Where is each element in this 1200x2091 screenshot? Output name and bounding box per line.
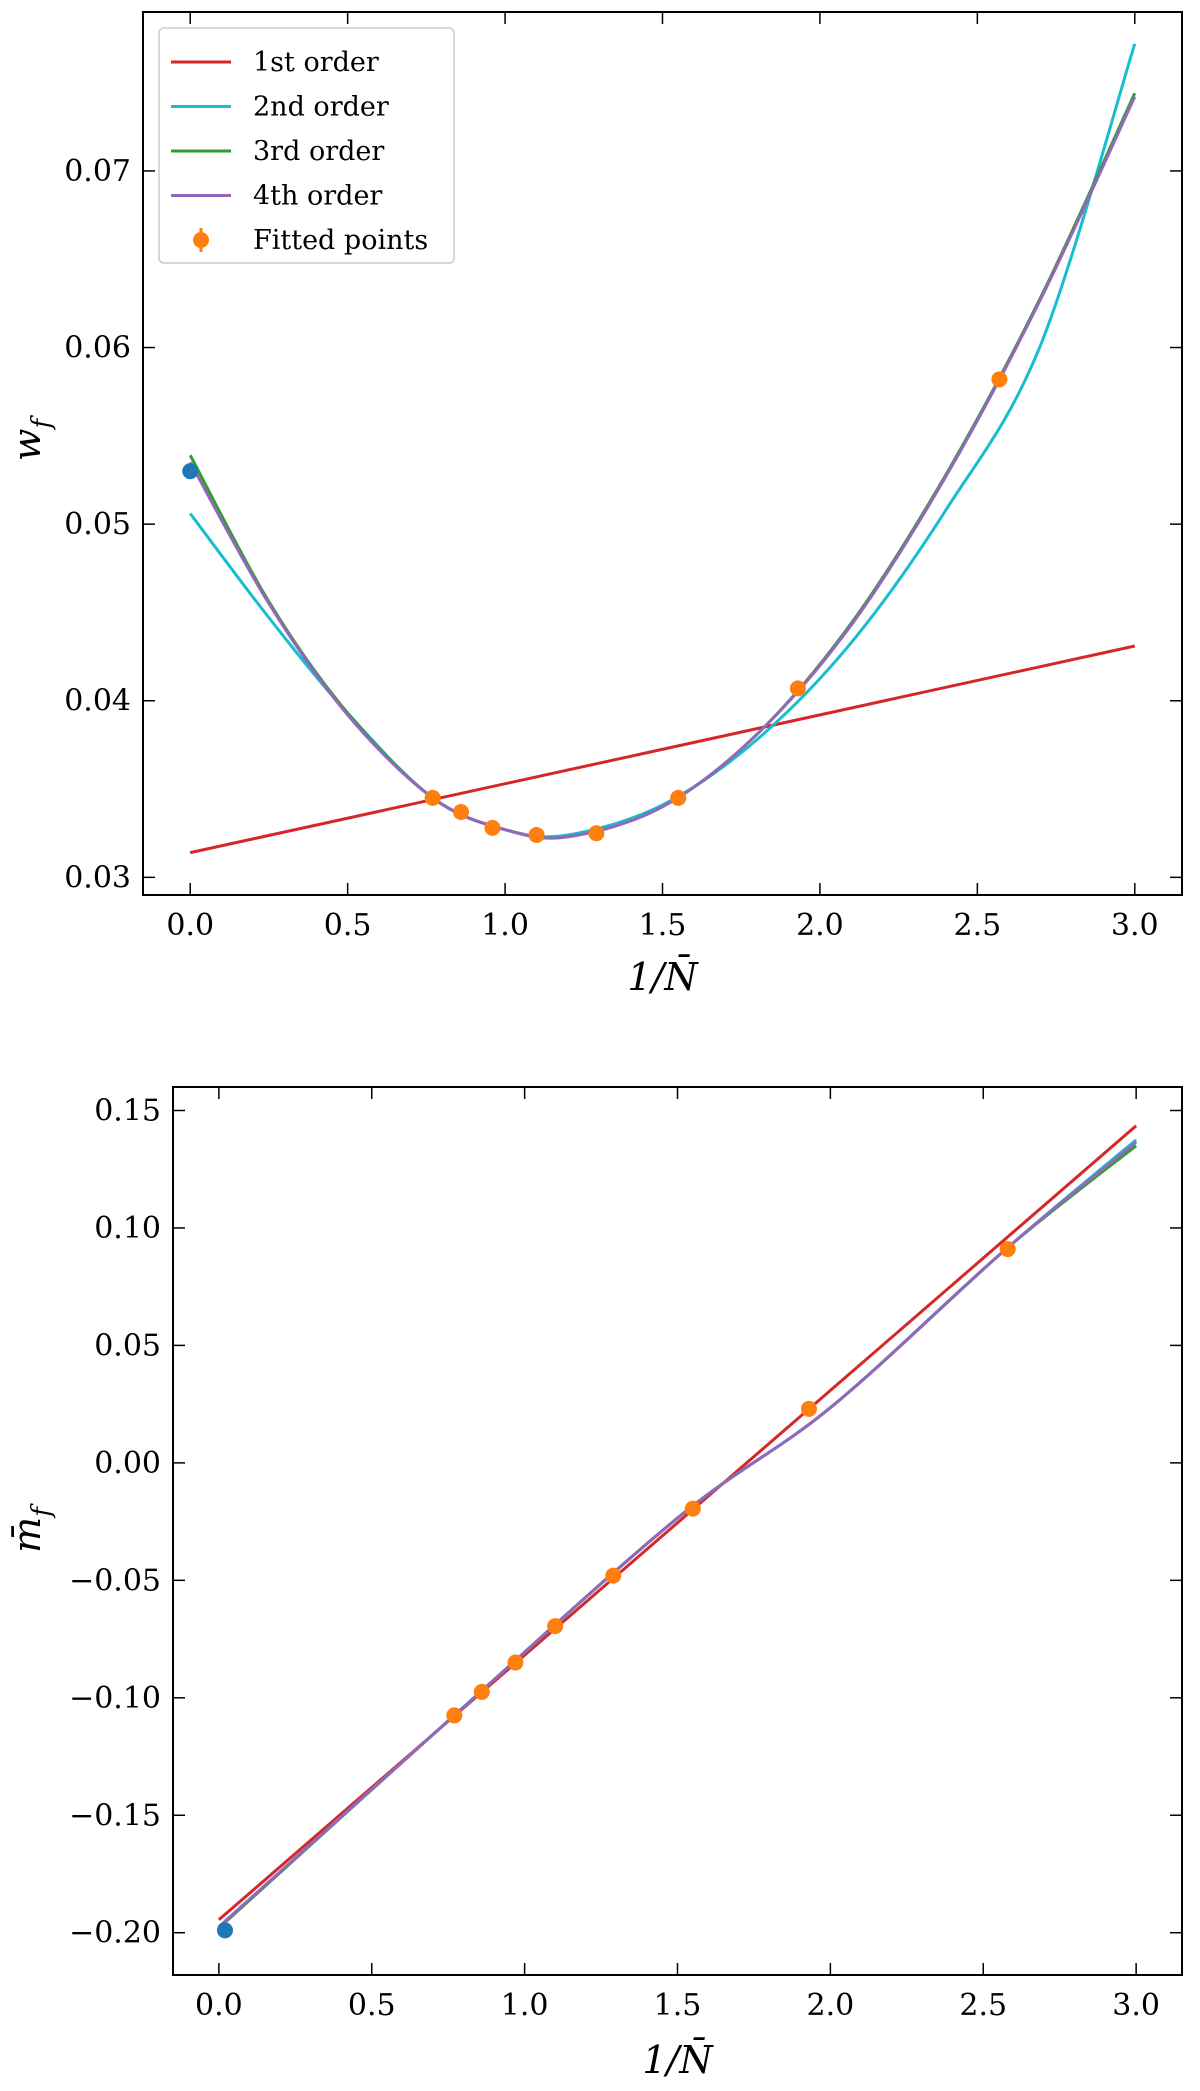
legend-label: 2nd order: [253, 92, 389, 123]
legend-marker-fitted-points: [193, 232, 209, 248]
legend-label: 3rd order: [253, 136, 384, 167]
y-tick-label: 0.06: [64, 331, 131, 366]
y-tick-label: 0.00: [94, 1446, 161, 1481]
y-tick-label: 0.05: [64, 507, 131, 542]
fitted-point: [789, 680, 806, 697]
fitted-point: [605, 1567, 622, 1584]
x-tick-label: 2.5: [959, 1988, 1007, 2023]
x-tick-label: 0.5: [348, 1988, 396, 2023]
top-panel-wf: 0.0 0.5 1.0 1.5 2.0 2.5 3.0 0.03 0.04 0.05 0.06 0.0…: [5, 11, 1183, 999]
y-tick-label: 0.04: [64, 684, 131, 719]
fitted-point: [588, 825, 605, 842]
series-line-4th-order: [217, 1141, 1138, 1928]
series-line-4th-order: [188, 96, 1137, 840]
fitted-point: [446, 1707, 463, 1724]
y-tick-label: 0.07: [64, 154, 131, 189]
fitted-point: [473, 1683, 490, 1700]
x-tick-label: 2.0: [796, 908, 844, 943]
fitted-point: [684, 1500, 701, 1517]
fitted-point: [452, 803, 469, 820]
fitted-point: [670, 789, 687, 806]
y-tick-label: −0.05: [69, 1563, 161, 1598]
y-tick-label: −0.20: [69, 1916, 161, 1951]
plot-frame: [172, 1086, 1183, 1976]
x-tick-label: 2.0: [807, 1988, 855, 2023]
y-axis-label: wf: [5, 415, 57, 462]
series-group: [217, 1124, 1138, 1930]
extrapolated-point: [216, 1922, 233, 1939]
fitted-point: [484, 819, 501, 836]
fitted-point: [800, 1400, 817, 1417]
legend-label: Fitted points: [253, 225, 428, 256]
series-line-3rd-order: [217, 1144, 1138, 1930]
x-tick-label: 3.0: [1112, 1988, 1160, 2023]
legend: 1st order 2nd order 3rd order 4th order Fitt…: [158, 27, 455, 264]
x-tick-label: 2.5: [953, 908, 1001, 943]
x-tick-label: 3.0: [1111, 908, 1159, 943]
x-tick-label: 1.5: [639, 908, 687, 943]
y-tick-label: 0.05: [94, 1328, 161, 1363]
extrapolated-point: [182, 463, 199, 480]
x-axis-label: 1/N̄: [642, 2038, 714, 2082]
x-tick-label: 1.5: [654, 1988, 702, 2023]
x-tick-label: 1.0: [481, 908, 529, 943]
bottom-panel-mf: 0.0 0.5 1.0 1.5 2.0 2.5 3.0 −0.20 −0.15 −0.10 −0.0…: [5, 1086, 1183, 2082]
fitted-point: [547, 1618, 564, 1635]
series-line-1st-order: [189, 644, 1136, 855]
y-tick-label: 0.10: [94, 1211, 161, 1246]
fitted-point: [424, 789, 441, 806]
x-tick-label: 0.5: [324, 908, 372, 943]
fitted-point: [999, 1241, 1016, 1258]
legend-label: 4th order: [253, 181, 382, 212]
y-axis-label: m̄f: [5, 1503, 57, 1553]
fitted-point: [507, 1654, 524, 1671]
y-tick-label: 0.15: [94, 1093, 161, 1128]
x-tick-label: 0.0: [195, 1988, 243, 2023]
y-tick-label: −0.15: [69, 1798, 161, 1833]
series-line-2nd-order: [217, 1138, 1138, 1928]
legend-box: [158, 27, 455, 264]
y-tick-label: 0.03: [64, 860, 131, 895]
fitted-point: [991, 371, 1008, 388]
legend-label: 1st order: [253, 47, 379, 78]
fitted-point: [528, 826, 545, 843]
series-line-1st-order: [217, 1124, 1138, 1921]
x-axis-label: 1/N̄: [627, 955, 699, 999]
y-tick-label: −0.10: [69, 1681, 161, 1716]
x-tick-label: 1.0: [501, 1988, 549, 2023]
x-tick-label: 0.0: [166, 908, 214, 943]
